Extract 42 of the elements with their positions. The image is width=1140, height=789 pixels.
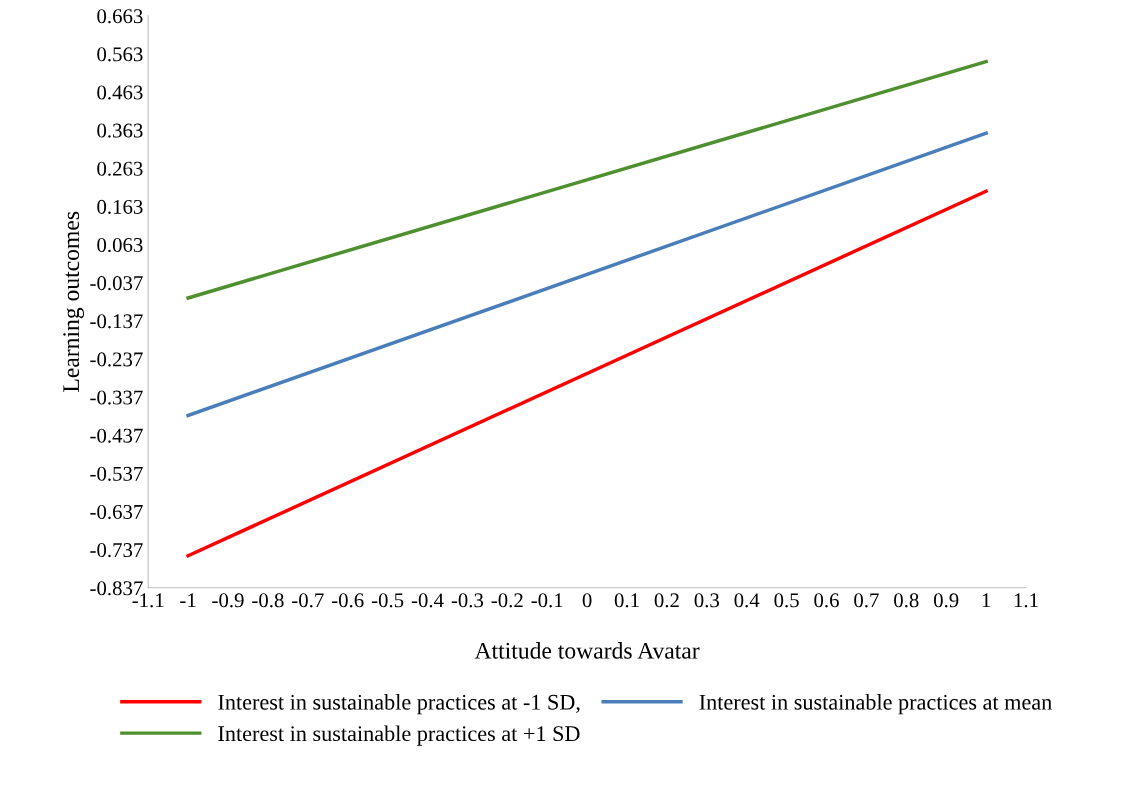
legend-label: Interest in sustainable practices at -1 SD, [218,694,580,715]
x-tick-label: -0.1 [531,593,563,608]
y-axis-title: Learning outcomes [63,211,84,392]
x-tick-label: 0.1 [614,593,639,608]
x-tick-label: 1.1 [1014,593,1038,608]
x-tick-label: 0.5 [774,593,799,608]
y-tick-label: 0.363 [97,123,143,138]
x-tick-label: 0.7 [854,593,879,608]
x-axis-title: Attitude towards Avatar [474,642,700,659]
x-tick-label: -0.7 [292,593,324,608]
y-tick-label: 0.063 [97,237,143,253]
x-tick-label: 1 [982,593,991,608]
y-tick-label: -0.037 [90,276,143,291]
y-tick-label: -0.137 [90,314,143,329]
x-tick-label: 0.6 [814,593,839,608]
x-tick-label: 0.2 [654,593,679,608]
y-tick-label: 0.563 [97,47,143,62]
x-tick-label: 0.3 [694,593,720,608]
x-tick-label: 0.4 [734,593,760,608]
x-tick-label: -0.2 [491,593,523,608]
x-tick-label: -0.4 [411,593,444,608]
y-tick-label: 0.263 [97,161,143,176]
y-tick-label: -0.637 [90,504,143,520]
y-tick-label: -0.737 [90,543,143,558]
x-tick-label: -0.9 [212,593,244,608]
y-tick-label: -0.537 [90,466,143,481]
x-tick-label: 0 [582,593,592,608]
x-tick-label: -0.5 [371,593,404,608]
x-tick-label: -1 [180,593,196,608]
legend-label: Interest in sustainable practices at mean [699,694,1052,715]
x-tick-label: -0.6 [331,593,364,608]
x-tick-label: 0.9 [933,593,959,608]
y-tick-label: 0.463 [97,85,143,100]
x-tick-label: 0.8 [894,593,919,608]
y-tick-label: 0.163 [97,199,143,214]
y-tick-label: -0.337 [90,390,143,405]
legend-label: Interest in sustainable practices at +1 SD [218,725,580,746]
x-tick-label: -0.3 [451,593,484,608]
y-tick-label: 0.663 [97,9,143,24]
x-tick-label: -0.8 [252,593,284,608]
y-tick-label: -0.437 [90,428,143,443]
y-tick-label: -0.237 [90,352,143,367]
